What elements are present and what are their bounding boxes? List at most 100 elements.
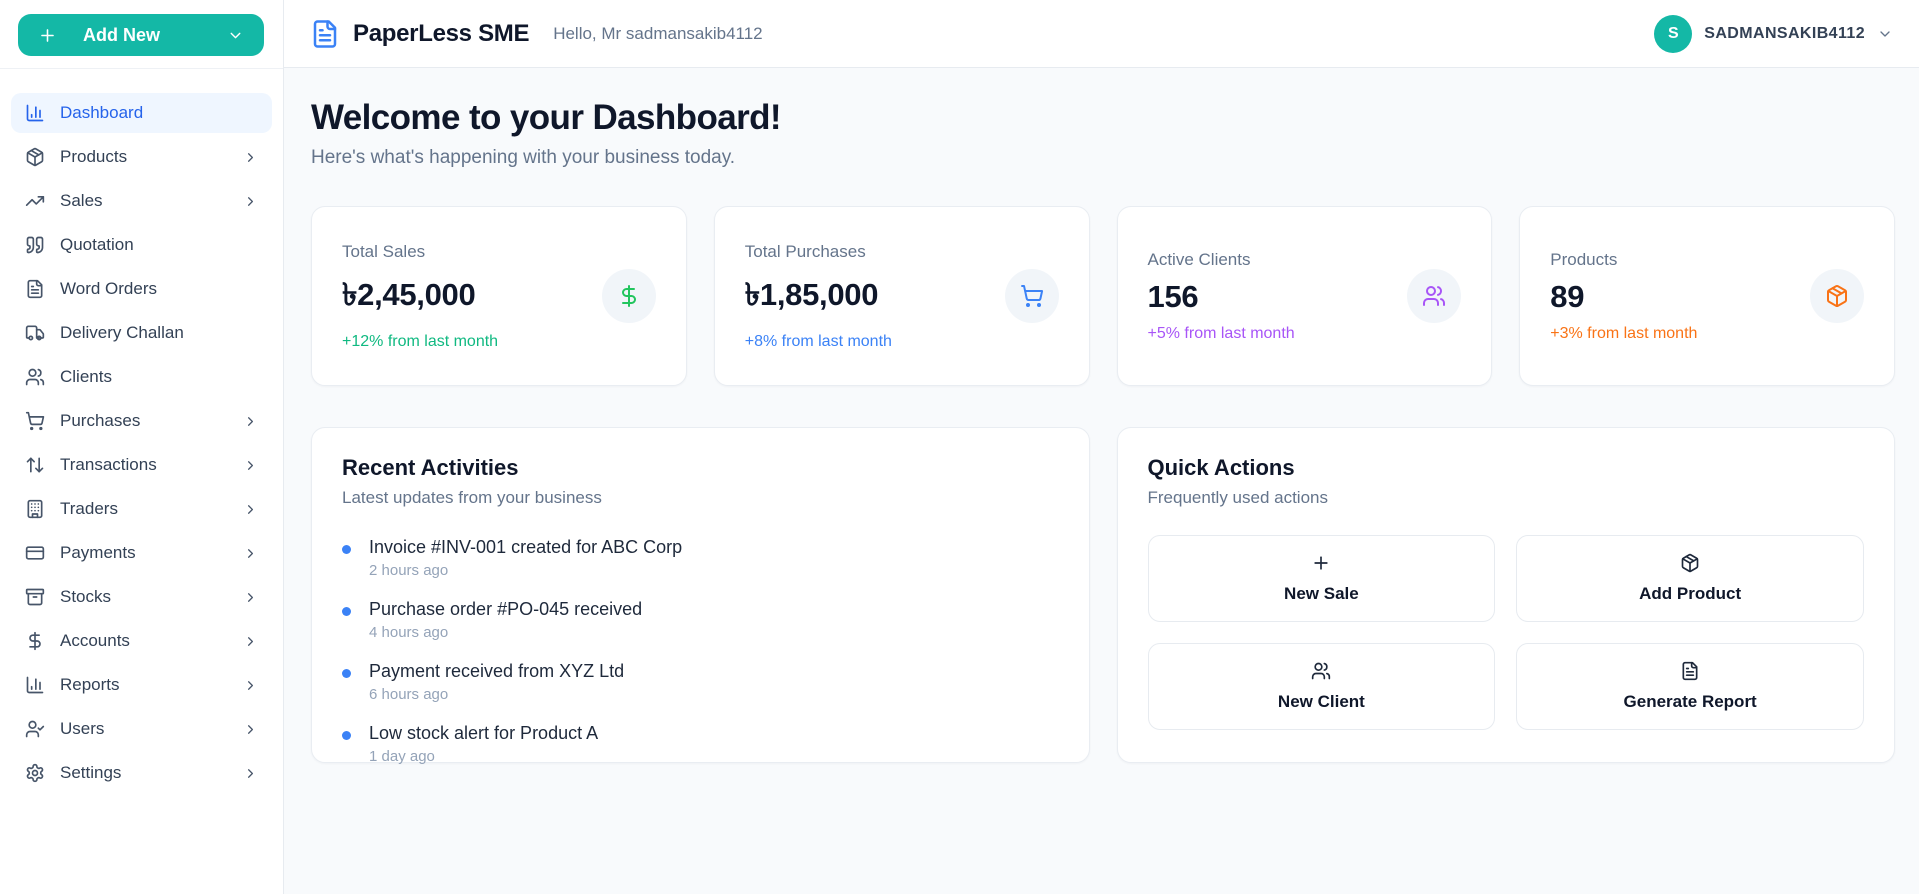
sidebar-item-sales[interactable]: Sales <box>11 181 272 221</box>
activity-body: Payment received from XYZ Ltd 6 hours ag… <box>369 661 624 703</box>
sidebar-item-label: Traders <box>60 499 118 518</box>
sidebar-item-label: Products <box>60 147 128 166</box>
arrow-up-down-icon <box>25 455 45 475</box>
sidebar-item-users[interactable]: Users <box>11 709 272 749</box>
stat-card-products: Products 89 +3% from last month <box>1519 206 1895 386</box>
sidebar-item-clients[interactable]: Clients <box>11 357 272 397</box>
chevron-right-icon <box>243 458 258 473</box>
stat-label: Active Clients <box>1147 249 1251 269</box>
sidebar-item-transactions[interactable]: Transactions <box>11 445 272 485</box>
sidebar-item-payments[interactable]: Payments <box>11 533 272 573</box>
stat-icon-bubble <box>1004 269 1059 323</box>
activity-item: Invoice #INV-001 created for ABC Corp 2 … <box>342 537 1059 579</box>
activity-item: Low stock alert for Product A 1 day ago <box>342 723 1059 765</box>
stat-text: Active Clients 156 +5% from last month <box>1148 250 1295 343</box>
stat-value: 89 <box>1550 278 1585 314</box>
sidebar-item-purchases[interactable]: Purchases <box>11 401 272 441</box>
sidebar-item-traders[interactable]: Traders <box>11 489 272 529</box>
sidebar-item-label: Dashboard <box>60 103 144 122</box>
building-icon <box>25 499 45 519</box>
sidebar-item-label: Quotation <box>60 235 134 254</box>
quick-action-new-sale[interactable]: New Sale <box>1147 535 1496 622</box>
page-subtitle: Here's what's happening with your busine… <box>311 147 736 168</box>
quick-action-generate-report[interactable]: Generate Report <box>1516 643 1864 730</box>
sidebar-item-reports[interactable]: Reports <box>11 665 272 705</box>
plus-icon <box>1311 553 1331 573</box>
activity-item: Payment received from XYZ Ltd 6 hours ag… <box>342 661 1059 703</box>
quick-action-add-product[interactable]: Add Product <box>1516 535 1864 622</box>
stat-label: Total Purchases <box>744 241 866 261</box>
stat-value: ৳2,45,000 <box>342 276 476 312</box>
activity-dot <box>342 731 351 740</box>
sidebar-item-products[interactable]: Products <box>11 137 272 177</box>
sidebar-item-stocks[interactable]: Stocks <box>11 577 272 617</box>
users-icon <box>1311 661 1331 681</box>
sidebar-item-label: Settings <box>60 763 122 782</box>
activity-title: Invoice #INV-001 created for ABC Corp <box>369 537 683 557</box>
activity-dot <box>342 669 351 678</box>
add-new-button[interactable]: Add New <box>18 14 264 56</box>
sidebar-item-label: Users <box>60 719 105 738</box>
activity-title: Low stock alert for Product A <box>369 723 599 743</box>
activity-time: 2 hours ago <box>369 562 449 579</box>
sidebar-item-settings[interactable]: Settings <box>11 753 272 793</box>
chevron-right-icon <box>243 502 258 517</box>
activity-time: 1 day ago <box>369 748 435 765</box>
dashboard-content: Welcome to your Dashboard! Here's what's… <box>284 68 1919 894</box>
sidebar-item-quotation[interactable]: Quotation <box>11 225 272 265</box>
top-header: PaperLess SME Hello, Mr sadmansakib4112 … <box>284 0 1919 68</box>
stat-text: Products 89 +3% from last month <box>1550 250 1697 343</box>
package-icon <box>1680 553 1700 573</box>
sidebar-item-dashboard[interactable]: Dashboard <box>11 93 272 133</box>
quick-action-new-client[interactable]: New Client <box>1147 643 1496 730</box>
sidebar-item-label: Payments <box>60 543 136 562</box>
sidebar-item-word-orders[interactable]: Word Orders <box>11 269 272 309</box>
sidebar-item-label: Purchases <box>60 411 141 430</box>
stat-change: +8% from last month <box>744 332 892 350</box>
trending-up-icon <box>25 191 45 211</box>
chevron-right-icon <box>243 722 258 737</box>
stat-value: 156 <box>1147 278 1199 314</box>
stat-change: +5% from last month <box>1147 324 1295 342</box>
app-logo-icon <box>310 19 340 49</box>
activity-dot <box>342 607 351 616</box>
stat-icon-bubble <box>1407 269 1462 323</box>
sidebar-item-label: Clients <box>60 367 112 386</box>
user-menu[interactable]: S SADMANSAKIB4112 <box>1654 14 1893 53</box>
stat-label: Total Sales <box>342 241 426 261</box>
quick-action-label: New Client <box>1277 692 1365 711</box>
sidebar-item-delivery-challan[interactable]: Delivery Challan <box>11 313 272 353</box>
archive-icon <box>25 587 45 607</box>
stat-icon-bubble <box>1810 269 1864 323</box>
chevron-right-icon <box>243 678 258 693</box>
sidebar-item-accounts[interactable]: Accounts <box>11 621 272 661</box>
sidebar-nav: Dashboard Products Sales Quotation Word Orde… <box>0 69 283 807</box>
activity-title: Purchase order #PO-045 received <box>369 599 643 619</box>
chevron-right-icon <box>243 634 258 649</box>
users-icon <box>1422 284 1446 308</box>
chevron-down-icon <box>1877 26 1893 42</box>
quick-action-label: Add Product <box>1639 584 1742 603</box>
chevron-right-icon <box>243 150 258 165</box>
shopping-cart-icon <box>25 411 45 431</box>
plus-icon <box>38 26 57 45</box>
dollar-sign-icon <box>617 284 641 308</box>
add-new-section: Add New <box>0 0 283 69</box>
sidebar-item-label: Transactions <box>60 455 157 474</box>
stat-text: Total Sales ৳2,45,000 +12% from last mon… <box>342 242 498 351</box>
activity-body: Purchase order #PO-045 received 4 hours … <box>369 599 642 641</box>
quote-icon <box>25 235 45 255</box>
sidebar-item-label: Sales <box>60 191 103 210</box>
stat-text: Total Purchases ৳1,85,000 +8% from last … <box>745 242 892 351</box>
stat-card-total-purchases: Total Purchases ৳1,85,000 +8% from last … <box>713 206 1090 386</box>
chevron-right-icon <box>243 194 258 209</box>
activity-body: Invoice #INV-001 created for ABC Corp 2 … <box>369 537 682 579</box>
chart-column-icon <box>25 675 45 695</box>
stat-card-active-clients: Active Clients 156 +5% from last month <box>1116 206 1493 386</box>
chevron-down-icon <box>227 27 244 44</box>
file-text-icon <box>25 279 45 299</box>
activity-time: 4 hours ago <box>369 624 449 641</box>
app-title: PaperLess SME <box>353 19 530 47</box>
chevron-right-icon <box>243 766 258 781</box>
activity-title: Payment received from XYZ Ltd <box>369 661 625 681</box>
